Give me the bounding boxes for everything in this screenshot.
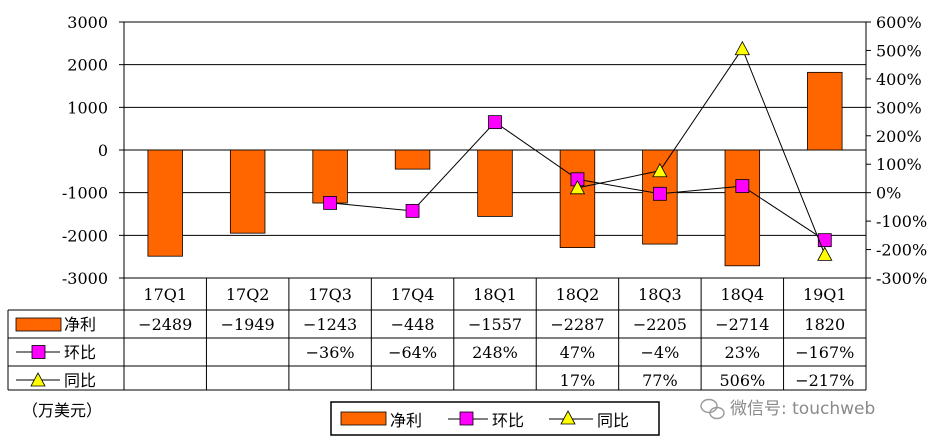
row-header-label: 净利 — [64, 315, 96, 334]
table-cell: −448 — [391, 315, 435, 334]
series-lines — [323, 40, 833, 261]
y-tick-label: 2000 — [67, 56, 108, 75]
row-key-yoy-marker — [30, 372, 46, 387]
table-cell: −2287 — [550, 315, 604, 334]
qoq-point-17q4 — [405, 203, 420, 218]
x-tick-label: 19Q1 — [803, 285, 847, 304]
bar-17q3 — [312, 149, 348, 204]
bar-19q1 — [807, 71, 843, 151]
y2-tick-label: 300% — [876, 98, 922, 117]
table-cell: 77% — [642, 371, 678, 390]
legend-marker-yoy — [560, 410, 576, 425]
table-cell: −1557 — [468, 315, 522, 334]
qoq-point-19q1 — [817, 233, 832, 248]
y-tick-label: 1000 — [67, 98, 108, 117]
y2-tick-label: 400% — [876, 70, 922, 89]
bar-18q4 — [724, 149, 761, 267]
y2-tick-label: 0% — [876, 184, 901, 203]
row-header-label: 同比 — [64, 371, 96, 390]
y-tick-label: -3000 — [62, 269, 108, 288]
x-tick-label: 18Q4 — [721, 285, 765, 304]
bars — [147, 71, 843, 267]
table-cell: −2205 — [633, 315, 687, 334]
table-cell: −4% — [640, 343, 679, 362]
watermark: 微信号: touchweb — [700, 398, 875, 420]
table-cell: −36% — [306, 343, 355, 362]
x-tick-label: 17Q1 — [143, 285, 187, 304]
wechat-icon — [700, 398, 725, 420]
table-cell: 47% — [560, 343, 596, 362]
x-tick-label: 17Q3 — [308, 285, 352, 304]
row-key-net-profit — [15, 317, 62, 332]
qoq-point-18q3 — [652, 186, 667, 201]
axes: 3000 2000 1000 0 -1000 -2000 -3000 600% 500% 400%… — [62, 13, 927, 288]
table-cell: −1243 — [303, 315, 357, 334]
y-tick-label: -2000 — [62, 226, 108, 245]
qoq-point-18q4 — [735, 179, 750, 194]
data-table: 17Q1 17Q2 17Q3 17Q4 18Q1 18Q2 18Q3 18Q4 19Q1 净利 −2… — [7, 277, 867, 391]
y2-tick-label: 200% — [876, 127, 922, 146]
yoy-point-18q3 — [652, 162, 668, 178]
table-cell: −64% — [388, 343, 437, 362]
y-tick-label: -1000 — [62, 184, 108, 203]
x-tick-label: 18Q3 — [638, 285, 682, 304]
bar-18q2 — [559, 149, 596, 248]
bar-17q2 — [229, 149, 266, 234]
table-cell: 23% — [725, 343, 761, 362]
x-tick-label: 18Q2 — [556, 285, 600, 304]
legend-marker-qoq — [459, 411, 474, 426]
watermark-text: 微信号: touchweb — [730, 399, 875, 419]
row-key-qoq-marker — [31, 345, 46, 359]
bar-18q1 — [477, 149, 513, 217]
table-cell: −2489 — [138, 315, 192, 334]
y2-tick-label: -300% — [876, 269, 927, 288]
legend-label-qoq: 环比 — [492, 411, 524, 430]
yoy-point-19q1 — [817, 246, 833, 261]
unit-label: （万美元） — [22, 401, 102, 420]
qoq-point-18q1 — [488, 115, 502, 130]
bar-17q4 — [394, 149, 431, 170]
yoy-line — [577, 47, 826, 255]
legend-frame — [330, 401, 660, 436]
bar-17q1 — [147, 149, 183, 257]
y-tick-label: 3000 — [67, 13, 108, 32]
y2-tick-label: -100% — [876, 212, 927, 231]
y2-tick-label: 100% — [876, 155, 922, 174]
yoy-point-18q4 — [734, 40, 751, 56]
x-tick-label: 18Q1 — [473, 285, 517, 304]
qoq-point-17q3 — [323, 196, 338, 210]
table-cell: 1820 — [804, 315, 845, 334]
y2-tick-label: 500% — [876, 41, 922, 60]
legend-label-yoy: 同比 — [597, 411, 629, 430]
row-header-label: 环比 — [64, 343, 96, 362]
y2-tick-label: 600% — [876, 13, 922, 32]
table-cell: −167% — [795, 343, 854, 362]
x-tick-label: 17Q4 — [391, 285, 435, 304]
y2-tick-label: -200% — [876, 241, 927, 260]
legend-label-net-profit: 净利 — [390, 411, 422, 430]
table-cell: 17% — [560, 371, 596, 390]
yoy-point-18q2 — [569, 179, 586, 195]
table-cell: 248% — [472, 343, 518, 362]
legend-bar-swatch — [340, 411, 387, 426]
table-cell: −2714 — [715, 315, 769, 334]
table-cell: −217% — [795, 371, 854, 390]
table-cell: −1949 — [221, 315, 275, 334]
table-cell: 506% — [719, 371, 765, 390]
x-tick-label: 17Q2 — [226, 285, 270, 304]
legend: 净利 环比 同比 — [330, 401, 660, 436]
y-tick-label: 0 — [98, 141, 108, 160]
